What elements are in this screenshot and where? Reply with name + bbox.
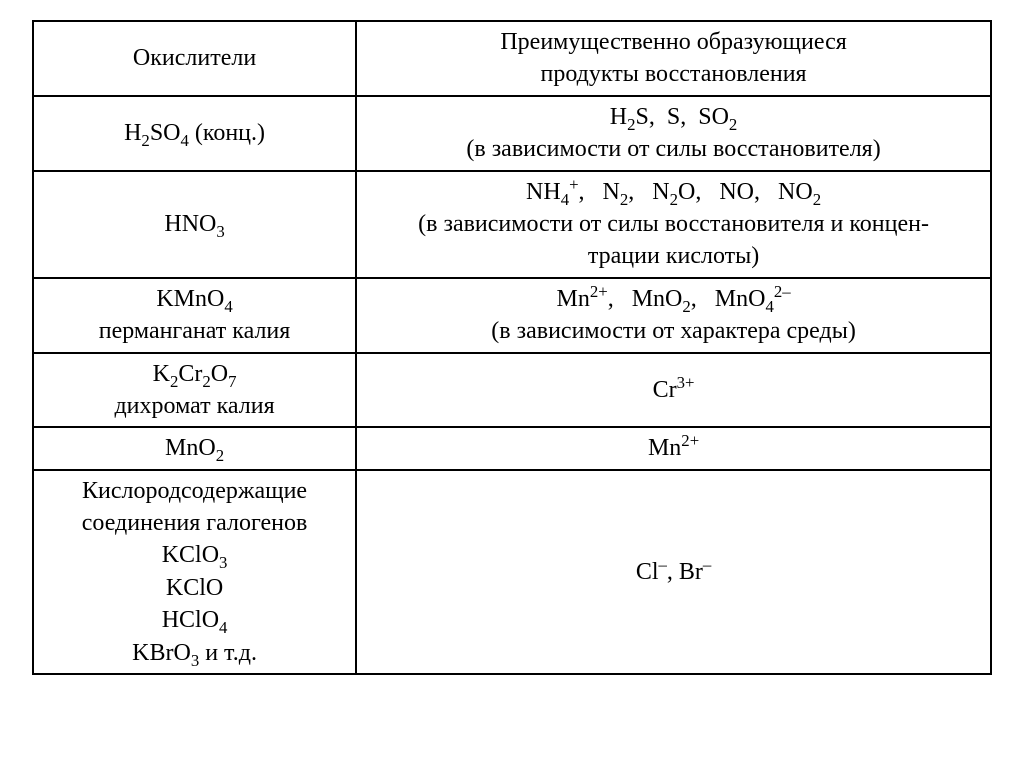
products-note: (в зависимости от силы восстановителя) (466, 136, 880, 162)
products-note: (в зависимости от силы восстановителя и … (418, 211, 929, 237)
products-cell: Cr3+ (356, 353, 991, 428)
table-row: HNO3 NH4+, N2, N2O, NO, NO2 (в зависимос… (33, 171, 991, 278)
products-line: NH4+, N2, N2O, NO, NO2 (526, 179, 821, 205)
products-line: H2S, S, SO2 (610, 104, 738, 130)
products-line: Mn2+, MnO2, MnO42– (557, 286, 791, 312)
oxidizer-formula: KClO (166, 575, 223, 601)
table-row: K2Cr2O7 дихромат калия Cr3+ (33, 353, 991, 428)
oxidizer-formula: HClO4 (162, 607, 228, 633)
table-row: Кислородсодержащие соединения галогенов … (33, 470, 991, 674)
oxidizer-formula: K2Cr2O7 (153, 361, 237, 387)
oxidizers-table: Окислители Преимущественно образующиеся … (32, 20, 992, 675)
table-header-row: Окислители Преимущественно образующиеся … (33, 21, 991, 96)
oxidizer-cell: K2Cr2O7 дихромат калия (33, 353, 356, 428)
oxidizer-formula: KBrO3 и т.д. (132, 640, 257, 666)
products-note: (в зависимости от характера среды) (491, 318, 856, 344)
table-row: H2SO4 (конц.) H2S, S, SO2 (в зависимости… (33, 96, 991, 171)
oxidizer-cell: KMnO4 перманганат калия (33, 278, 356, 353)
products-cell: Cl–, Br– (356, 470, 991, 674)
table-row: KMnO4 перманганат калия Mn2+, MnO2, MnO4… (33, 278, 991, 353)
table-row: MnO2 Mn2+ (33, 427, 991, 469)
oxidizer-formula: KMnO4 (156, 286, 232, 312)
products-line: Mn2+ (648, 435, 699, 461)
oxidizer-cell: H2SO4 (конц.) (33, 96, 356, 171)
oxidizer-formula: MnO2 (165, 435, 224, 461)
oxidizer-cell: MnO2 (33, 427, 356, 469)
header-right-line2: продукты восстановления (541, 61, 807, 87)
products-line: Cr3+ (653, 377, 695, 403)
oxidizer-name: дихромат калия (114, 393, 274, 419)
header-left: Окислители (33, 21, 356, 96)
oxidizer-cell: Кислородсодержащие соединения галогенов … (33, 470, 356, 674)
products-note: трации кислоты) (588, 243, 759, 269)
header-right-line1: Преимущественно образующиеся (500, 29, 846, 55)
products-cell: H2S, S, SO2 (в зависимости от силы восст… (356, 96, 991, 171)
oxidizer-formula: KClO3 (162, 542, 228, 568)
oxidizer-text: Кислородсодержащие (82, 478, 307, 504)
products-line: Cl–, Br– (636, 559, 711, 585)
oxidizer-name: перманганат калия (99, 318, 291, 344)
header-right: Преимущественно образующиеся продукты во… (356, 21, 991, 96)
oxidizer-text: соединения галогенов (82, 510, 308, 536)
products-cell: NH4+, N2, N2O, NO, NO2 (в зависимости от… (356, 171, 991, 278)
oxidizer-formula: H2SO4 (конц.) (124, 120, 265, 146)
products-cell: Mn2+, MnO2, MnO42– (в зависимости от хар… (356, 278, 991, 353)
oxidizer-cell: HNO3 (33, 171, 356, 278)
products-cell: Mn2+ (356, 427, 991, 469)
oxidizer-formula: HNO3 (164, 211, 224, 237)
